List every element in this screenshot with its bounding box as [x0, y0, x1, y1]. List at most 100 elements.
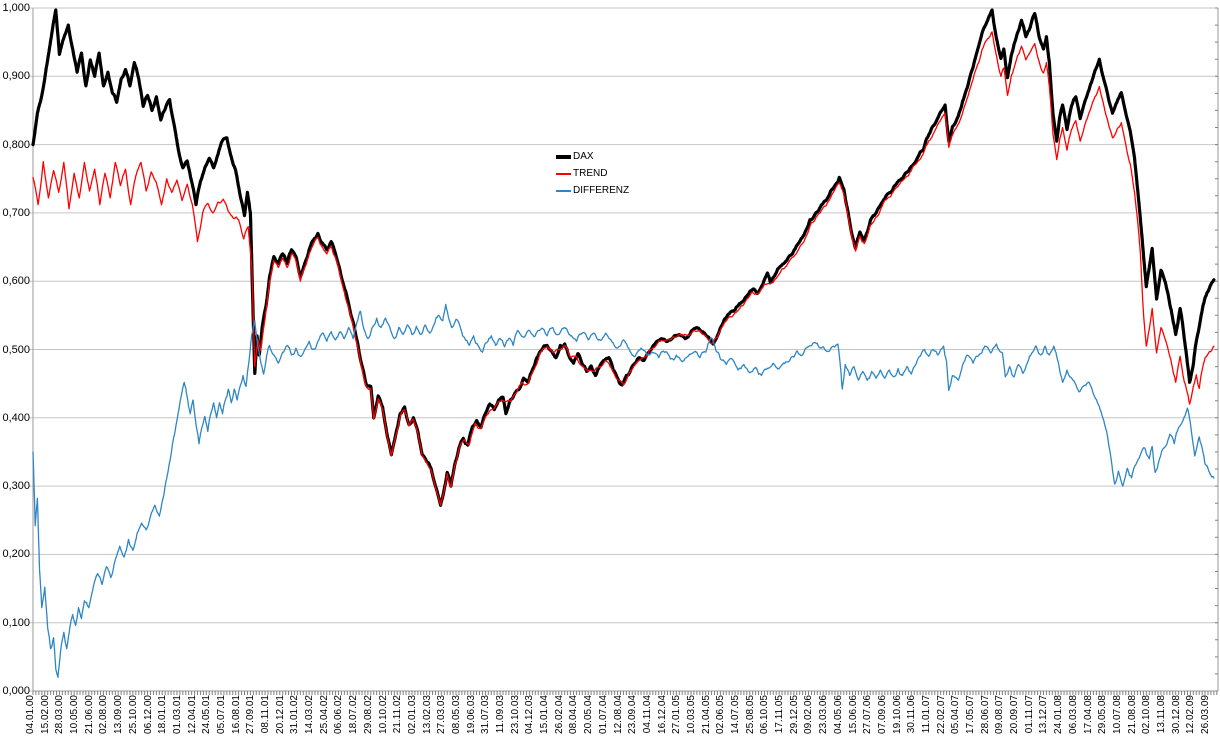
x-tick-label: 12.08.04 — [612, 695, 624, 734]
legend-label-dax: DAX — [573, 151, 594, 162]
gridlines — [29, 7, 1218, 692]
x-tick-label: 29.05.08 — [1097, 695, 1109, 734]
x-tick-label: 06.12.00 — [142, 695, 154, 734]
dax-line-swatch-icon — [556, 154, 571, 159]
x-tick-label: 17.05.07 — [965, 695, 976, 734]
y-tick-label: 0,000 — [2, 685, 30, 697]
x-tick-label: 19.06.03 — [465, 695, 477, 734]
legend: DAX TREND DIFFERENZ — [556, 148, 629, 199]
y-tick-label: 0,300 — [2, 480, 30, 493]
x-tick-label: 01.03.01 — [171, 695, 183, 734]
legend-item-dax: DAX — [556, 148, 629, 165]
x-tick-label: 20.12.01 — [274, 695, 286, 734]
x-tick-label: 04.11.04 — [641, 695, 653, 734]
x-tick-label: 28.06.07 — [979, 695, 991, 734]
y-tick-label: 1,000 — [2, 2, 30, 14]
x-tick-label: 02.08.00 — [98, 695, 110, 734]
trend-line-swatch-icon — [556, 172, 571, 175]
x-tick-label: 09.08.07 — [994, 695, 1006, 734]
x-tick-label: 07.09.06 — [876, 695, 888, 734]
x-tick-label: 12.04.01 — [186, 695, 198, 734]
x-tick-label: 20.05.04 — [583, 695, 595, 734]
x-tick-label: 21.11.02 — [392, 695, 404, 734]
x-tick-label: 06.10.05 — [759, 695, 771, 734]
x-tick-label: 29.12.05 — [788, 695, 800, 734]
y-tick-label: 0,700 — [2, 206, 30, 219]
legend-label-trend: TREND — [573, 168, 608, 179]
x-tick-label: 12.02.09 — [1185, 695, 1197, 734]
x-tick-label: 20.09.07 — [1009, 695, 1021, 734]
x-tick-label: 10.10.02 — [377, 695, 389, 734]
x-tick-label: 04.01.00 — [25, 695, 36, 734]
x-tick-label: 23.09.04 — [627, 695, 639, 734]
x-tick-label: 11.09.03 — [495, 695, 506, 734]
x-tick-label: 10.03.05 — [685, 695, 697, 734]
y-tick-label: 0,600 — [2, 275, 30, 288]
x-tick-label: 15.06.06 — [847, 695, 859, 734]
x-tick-label: 31.01.02 — [289, 695, 301, 734]
x-tick-label: 27.03.03 — [436, 695, 448, 734]
x-tick-label: 11.01.07 — [920, 695, 932, 734]
x-tick-label: 13.11.08 — [1155, 695, 1167, 734]
y-tick-label: 0,900 — [2, 70, 30, 83]
x-tick-label: 15.02.00 — [39, 695, 51, 734]
x-tick-label: 23.03.06 — [818, 695, 830, 734]
x-tick-label: 02.01.03 — [406, 695, 418, 734]
x-tick-label: 02.06.05 — [715, 695, 727, 734]
x-tick-label: 14.07.05 — [730, 695, 741, 734]
x-tick-label: 05.04.07 — [950, 695, 962, 734]
x-tick-label: 26.03.09 — [1200, 695, 1211, 734]
x-axis-minor-ticks — [32, 691, 1218, 695]
y-tick-label: 0,100 — [2, 616, 30, 629]
x-tick-label: 10.05.00 — [69, 695, 81, 734]
x-tick-label: 27.09.01 — [245, 695, 257, 734]
x-tick-label: 01.11.07 — [1023, 695, 1035, 734]
x-tick-label: 06.06.02 — [333, 695, 345, 734]
differenz-line-swatch-icon — [556, 189, 571, 192]
x-tick-label: 08.05.03 — [450, 695, 462, 734]
x-tick-label: 08.04.04 — [568, 695, 580, 734]
y-axis-right-minor-ticks — [1215, 7, 1218, 692]
y-tick-label: 0,200 — [2, 548, 30, 561]
x-tick-label: 17.11.05 — [774, 695, 786, 734]
x-tick-label: 21.04.05 — [700, 695, 712, 734]
differenz-series-line — [32, 303, 1215, 678]
x-tick-label: 29.08.02 — [362, 695, 374, 734]
y-tick-label: 0,500 — [2, 343, 30, 356]
dax-series-line — [31, 8, 1216, 507]
trend-series-line — [32, 31, 1215, 506]
x-tick-label: 08.11.01 — [260, 695, 271, 734]
x-tick-label: 13.02.03 — [421, 695, 433, 734]
y-tick-label: 0,800 — [2, 138, 30, 151]
x-tick-label: 27.01.05 — [671, 695, 683, 734]
x-tick-label: 22.02.07 — [935, 695, 947, 734]
x-tick-label: 24.05.01 — [201, 695, 213, 734]
x-tick-label: 21.06.00 — [83, 695, 95, 734]
x-tick-label: 05.07.01 — [215, 695, 227, 734]
legend-item-trend: TREND — [556, 165, 629, 182]
x-tick-label: 18.07.02 — [348, 695, 360, 734]
x-tick-label: 04.05.06 — [832, 695, 844, 734]
x-tick-label: 16.12.04 — [656, 695, 668, 734]
x-tick-label: 27.07.06 — [862, 695, 874, 734]
x-tick-label: 16.08.01 — [230, 695, 242, 734]
x-tick-label: 10.07.08 — [1111, 695, 1123, 734]
x-tick-label: 30.11.06 — [906, 695, 918, 734]
x-tick-label: 04.12.03 — [524, 695, 536, 734]
legend-label-differenz: DIFFERENZ — [573, 185, 630, 196]
legend-item-differenz: DIFFERENZ — [556, 182, 629, 199]
x-tick-label: 19.10.06 — [891, 695, 903, 734]
x-tick-label: 17.04.08 — [1082, 695, 1094, 734]
x-tick-label: 25.04.02 — [318, 695, 330, 734]
x-tick-label: 14.03.02 — [304, 695, 316, 734]
x-tick-label: 02.10.08 — [1141, 695, 1153, 734]
x-tick-label: 06.03.08 — [1067, 695, 1079, 734]
x-tick-label: 28.03.00 — [54, 695, 66, 734]
x-tick-label: 15.01.04 — [539, 695, 551, 734]
x-tick-label: 25.08.05 — [744, 695, 756, 734]
x-tick-label: 30.12.08 — [1170, 695, 1182, 734]
x-tick-label: 01.07.04 — [597, 695, 609, 734]
x-tick-label: 21.08.08 — [1126, 695, 1138, 734]
